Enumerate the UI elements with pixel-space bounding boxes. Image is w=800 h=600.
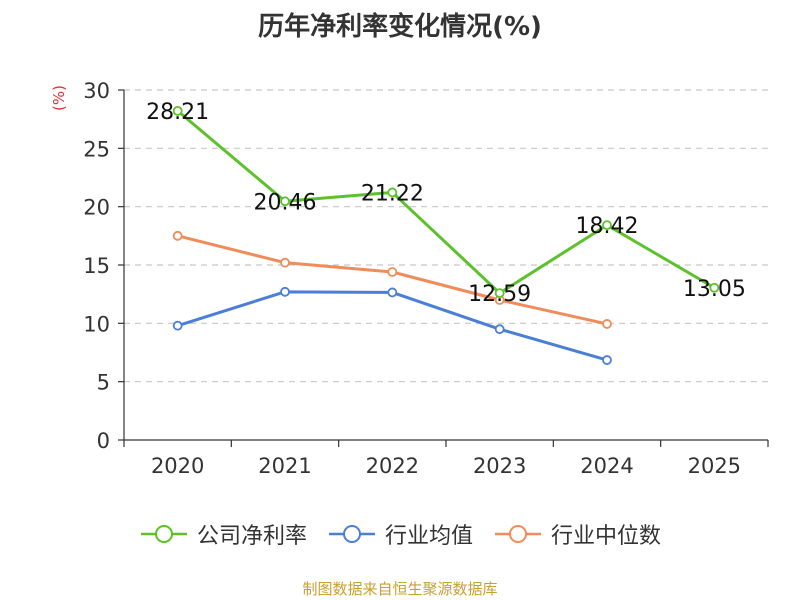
chart-title: 历年净利率变化情况(%) bbox=[258, 12, 542, 42]
data-point-industry_avg bbox=[172, 320, 183, 331]
data-label-company: 13.05 bbox=[683, 277, 746, 302]
data-point-company bbox=[280, 196, 290, 207]
series-line-company bbox=[176, 109, 716, 295]
legend: 公司净利率 行业均值 行业中位数 bbox=[0, 518, 800, 550]
grid-layer bbox=[124, 89, 768, 383]
data-point-industry_median bbox=[602, 319, 612, 329]
data-label-layer: 28.21 20.46 21.22 12.59 18.42 13.05 bbox=[146, 100, 746, 307]
data-label-company: 28.21 bbox=[146, 100, 209, 125]
x-tick-label: 2021 bbox=[258, 454, 311, 478]
data-point-industry_avg bbox=[494, 324, 505, 335]
x-tick-label: 2022 bbox=[366, 454, 419, 478]
y-tick-label: 5 bbox=[97, 371, 110, 395]
data-point-industry_median bbox=[280, 257, 290, 268]
data-point-industry_avg bbox=[387, 287, 398, 298]
legend-label-industry-avg: 行业均值 bbox=[384, 524, 473, 549]
legend-item-company[interactable]: 公司净利率 bbox=[139, 518, 307, 550]
legend-label-industry-median: 行业中位数 bbox=[551, 524, 662, 549]
data-point-industry_median bbox=[387, 267, 398, 277]
data-point-industry_median bbox=[172, 230, 183, 241]
series-line-industry_median bbox=[177, 234, 608, 326]
x-tick-label: 2025 bbox=[688, 454, 741, 478]
y-tick-label: 20 bbox=[83, 196, 110, 220]
x-tick-label: 2020 bbox=[151, 454, 204, 478]
y-tick-label: 25 bbox=[83, 137, 110, 161]
legend-swatch-industry-avg-icon bbox=[328, 525, 375, 543]
legend-item-industry-avg[interactable]: 行业均值 bbox=[327, 518, 473, 550]
data-label-company: 20.46 bbox=[254, 190, 317, 215]
data-point-industry_avg bbox=[280, 286, 290, 297]
y-tick-label: 10 bbox=[83, 312, 110, 336]
x-tick-label: 2023 bbox=[473, 454, 526, 478]
legend-swatch-industry-median-icon bbox=[495, 525, 541, 543]
data-point-company bbox=[172, 105, 183, 116]
legend-swatch-company-icon bbox=[140, 525, 187, 543]
series-line-industry_avg bbox=[177, 290, 608, 362]
data-label-company: 18.42 bbox=[576, 214, 639, 239]
x-tick-label: 2024 bbox=[580, 454, 633, 478]
data-label-company: 21.22 bbox=[361, 181, 424, 206]
y-tick-label: 0 bbox=[97, 429, 110, 453]
y-tick-label: 30 bbox=[83, 79, 110, 103]
data-label-company: 12.59 bbox=[468, 282, 531, 307]
data-point-company bbox=[494, 288, 505, 299]
data-point-company bbox=[387, 187, 398, 198]
data-source-note: 制图数据来自恒生聚源数据库 bbox=[302, 580, 498, 598]
series-layer bbox=[172, 105, 720, 365]
data-point-industry_avg bbox=[602, 355, 612, 365]
y-tick-label: 15 bbox=[83, 254, 110, 278]
legend-label-company: 公司净利率 bbox=[196, 524, 307, 549]
data-point-company bbox=[602, 220, 612, 231]
data-point-company bbox=[709, 282, 720, 293]
legend-item-industry-median[interactable]: 行业中位数 bbox=[493, 518, 661, 550]
